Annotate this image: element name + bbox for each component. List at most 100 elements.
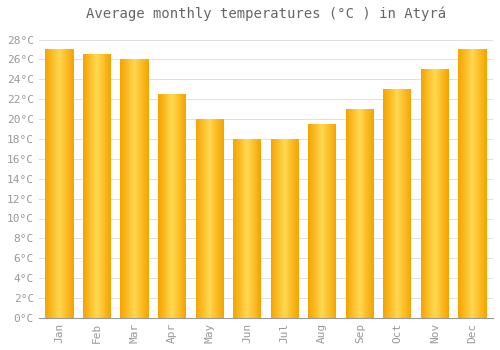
Bar — [292, 139, 293, 318]
Bar — [104, 54, 106, 318]
Bar — [346, 109, 348, 318]
Bar — [475, 49, 476, 318]
Bar — [482, 49, 483, 318]
Bar — [185, 94, 186, 318]
Bar — [124, 60, 125, 318]
Bar — [474, 49, 476, 318]
Bar — [322, 124, 324, 318]
Bar — [325, 124, 326, 318]
Bar — [329, 124, 330, 318]
Bar — [131, 60, 132, 318]
Bar — [162, 94, 164, 318]
Bar — [52, 49, 53, 318]
Bar — [86, 54, 88, 318]
Bar — [426, 69, 428, 318]
Bar — [258, 139, 260, 318]
Bar — [279, 139, 280, 318]
Bar — [178, 94, 180, 318]
Bar — [359, 109, 360, 318]
Bar — [146, 60, 147, 318]
Bar — [254, 139, 256, 318]
Bar — [477, 49, 478, 318]
Bar — [297, 139, 298, 318]
Bar — [58, 49, 59, 318]
Bar — [284, 139, 286, 318]
Bar — [294, 139, 295, 318]
Bar — [93, 54, 94, 318]
Bar — [356, 109, 357, 318]
Bar — [396, 89, 398, 318]
Bar — [432, 69, 433, 318]
Bar — [366, 109, 368, 318]
Bar — [316, 124, 318, 318]
Bar — [142, 60, 143, 318]
Bar — [132, 60, 134, 318]
Bar — [428, 69, 430, 318]
Bar — [49, 49, 50, 318]
Bar — [128, 60, 129, 318]
Bar — [171, 94, 172, 318]
Bar — [145, 60, 146, 318]
Bar — [390, 89, 391, 318]
Bar — [385, 89, 386, 318]
Bar — [203, 119, 204, 318]
Bar — [476, 49, 477, 318]
Bar — [206, 119, 207, 318]
Bar — [406, 89, 407, 318]
Bar — [234, 139, 235, 318]
Bar — [134, 60, 136, 318]
Bar — [270, 139, 272, 318]
Bar — [208, 119, 210, 318]
Bar — [140, 60, 141, 318]
Bar — [368, 109, 369, 318]
Bar — [141, 60, 142, 318]
Bar — [182, 94, 184, 318]
Bar — [463, 49, 464, 318]
Bar — [350, 109, 352, 318]
Bar — [309, 124, 310, 318]
Bar — [360, 109, 362, 318]
Bar — [100, 54, 102, 318]
Bar — [100, 54, 101, 318]
Bar — [462, 49, 463, 318]
Bar — [330, 124, 331, 318]
Bar — [90, 54, 92, 318]
Bar — [177, 94, 178, 318]
Bar — [215, 119, 216, 318]
Bar — [318, 124, 320, 318]
Bar — [484, 49, 486, 318]
Bar — [106, 54, 108, 318]
Bar — [202, 119, 203, 318]
Bar — [405, 89, 406, 318]
Bar — [146, 60, 148, 318]
Bar — [184, 94, 186, 318]
Bar — [221, 119, 222, 318]
Bar — [281, 139, 282, 318]
Bar — [406, 89, 408, 318]
Bar — [70, 49, 71, 318]
Bar — [216, 119, 217, 318]
Bar — [240, 139, 242, 318]
Bar — [293, 139, 294, 318]
Bar — [96, 54, 97, 318]
Bar — [272, 139, 274, 318]
Bar — [56, 49, 58, 318]
Bar — [173, 94, 174, 318]
Bar — [210, 119, 212, 318]
Bar — [478, 49, 479, 318]
Bar — [235, 139, 236, 318]
Bar — [164, 94, 166, 318]
Bar — [201, 119, 202, 318]
Bar — [236, 139, 237, 318]
Bar — [51, 49, 52, 318]
Bar — [72, 49, 74, 318]
Bar — [102, 54, 104, 318]
Bar — [208, 119, 209, 318]
Bar — [98, 54, 99, 318]
Bar — [327, 124, 328, 318]
Bar — [295, 139, 296, 318]
Bar — [370, 109, 371, 318]
Bar — [48, 49, 49, 318]
Bar — [391, 89, 392, 318]
Bar — [260, 139, 262, 318]
